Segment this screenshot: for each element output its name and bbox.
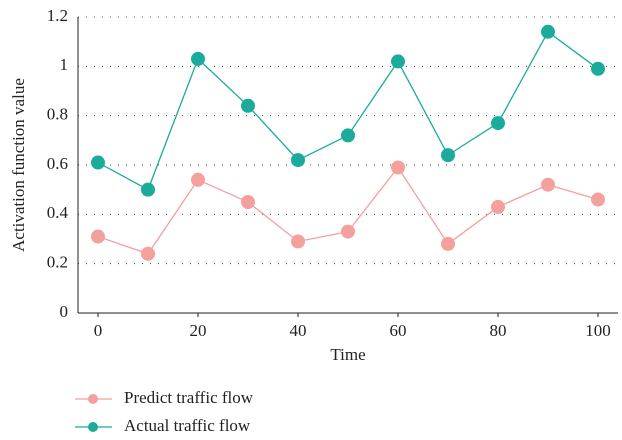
x-tick-label: 60 [390, 321, 407, 340]
legend-marker [88, 422, 98, 432]
x-tick-label: 40 [290, 321, 307, 340]
point [241, 98, 255, 113]
point [291, 234, 305, 249]
point [91, 155, 105, 170]
point [491, 199, 505, 214]
y-tick-label: 1.2 [47, 6, 68, 25]
point [591, 61, 605, 76]
point [291, 153, 305, 168]
point [341, 224, 355, 239]
y-tick-label: 0.8 [47, 105, 68, 124]
point [191, 51, 205, 66]
point [391, 54, 405, 69]
point [141, 246, 155, 261]
x-tick-label: 100 [585, 321, 611, 340]
point [391, 160, 405, 175]
point [191, 172, 205, 187]
point [441, 148, 455, 163]
legend-label: Predict traffic flow [124, 388, 254, 407]
x-tick-label: 20 [190, 321, 207, 340]
legend-label: Actual traffic flow [124, 416, 251, 435]
series-line [97, 166, 599, 255]
point [441, 236, 455, 251]
point [541, 177, 555, 192]
point [591, 192, 605, 207]
x-tick-label: 0 [94, 321, 103, 340]
point [491, 116, 505, 131]
y-tick-label: 0.4 [47, 203, 69, 222]
legend-marker [88, 394, 98, 404]
series-line [97, 30, 599, 191]
point [141, 182, 155, 197]
point [541, 24, 555, 39]
x-tick-label: 80 [490, 321, 507, 340]
y-tick-label: 0.2 [47, 253, 68, 272]
x-axis-label: Time [330, 345, 365, 364]
point [341, 128, 355, 143]
y-tick-label: 1 [60, 55, 69, 74]
point [241, 195, 255, 209]
y-tick-label: 0.6 [47, 154, 68, 173]
y-tick-label: 0 [60, 302, 69, 321]
point [91, 229, 105, 244]
y-axis-label: Activation function value [9, 78, 28, 252]
